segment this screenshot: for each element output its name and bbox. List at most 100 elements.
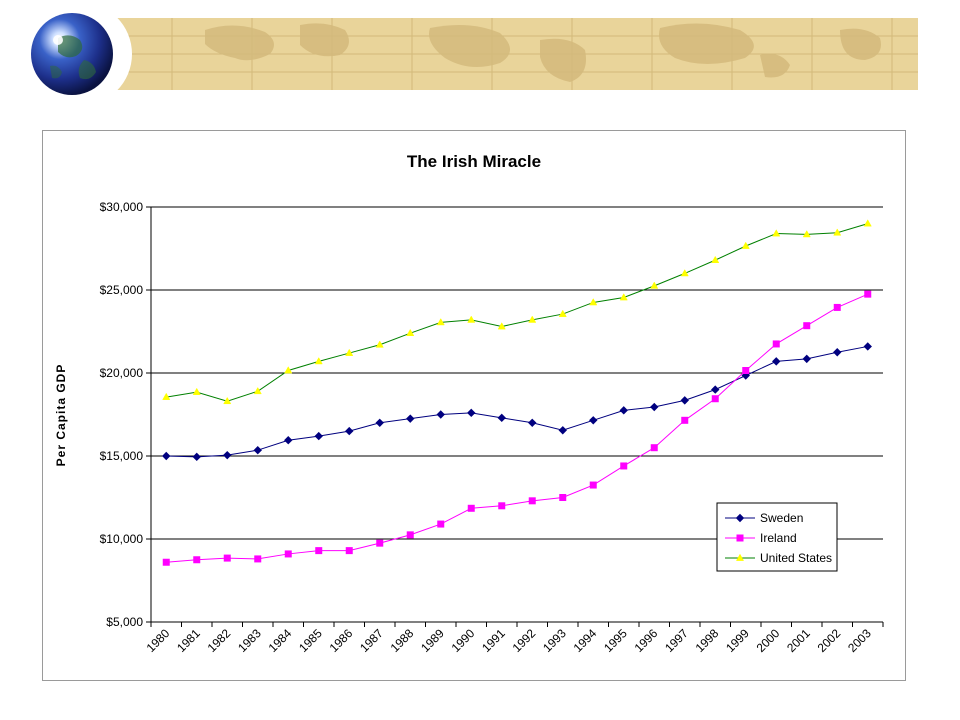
data-point-sweden	[406, 414, 415, 423]
legend-marker-sweden	[735, 513, 745, 523]
series-line-ireland	[166, 293, 868, 563]
data-point-sweden	[650, 402, 659, 412]
x-tick-label: 1980	[144, 626, 173, 655]
y-tick-label: $20,000	[100, 366, 144, 380]
legend-marker-ireland	[736, 534, 744, 542]
data-point-sweden	[375, 418, 384, 428]
slide-banner	[28, 2, 918, 106]
data-point-sweden	[497, 413, 506, 423]
data-point-united-states	[436, 318, 445, 326]
data-point-united-states	[833, 228, 842, 236]
gridlines	[151, 206, 883, 540]
legend-label-ireland: Ireland	[760, 531, 797, 545]
x-tick-label: 1995	[601, 626, 630, 655]
legend-label-sweden: Sweden	[760, 511, 803, 525]
data-point-sweden	[253, 445, 262, 455]
data-point-sweden	[833, 348, 842, 357]
banner-map-land	[205, 23, 881, 82]
series-sweden	[162, 342, 872, 462]
data-point-sweden	[192, 452, 201, 462]
data-point-ireland	[559, 494, 567, 501]
data-point-sweden	[436, 410, 445, 419]
series-line-united-states	[166, 223, 868, 402]
data-point-united-states	[162, 392, 171, 400]
series-lines	[162, 219, 872, 566]
data-point-ireland	[437, 520, 445, 528]
data-point-united-states	[741, 241, 750, 249]
x-tick-label: 1996	[632, 626, 661, 655]
chart-title: The Irish Miracle	[407, 152, 541, 171]
x-tick-label: 1992	[510, 626, 539, 655]
data-point-united-states	[345, 348, 354, 356]
data-point-ireland	[254, 555, 262, 563]
data-point-united-states	[711, 255, 720, 263]
x-tick-labels: 1980 1981 1982 1983 1984 1985 1986 1987 1988 1989…	[144, 626, 875, 655]
x-tick-label: 1989	[418, 626, 447, 655]
line-chart: The Irish Miracle Per Capita GDP $5,000 $…	[54, 152, 884, 655]
data-point-ireland	[681, 416, 689, 424]
x-tick-label: 1984	[266, 626, 295, 655]
y-tick-label: $10,000	[100, 532, 144, 546]
data-point-united-states	[558, 309, 567, 317]
x-tick-label: 1991	[479, 626, 508, 655]
data-point-ireland	[406, 531, 414, 539]
x-tick-label: 1994	[571, 626, 600, 655]
x-tick-label: 2003	[845, 626, 874, 655]
data-point-united-states	[314, 357, 323, 365]
data-point-sweden	[162, 451, 171, 461]
x-tick-label: 1999	[723, 626, 752, 655]
data-point-ireland	[284, 550, 292, 558]
data-point-sweden	[711, 385, 720, 394]
y-tick-label: $30,000	[100, 200, 144, 214]
data-point-united-states	[223, 396, 232, 405]
data-point-united-states	[375, 340, 384, 348]
chart-frame: The Irish Miracle Per Capita GDP $5,000 $…	[42, 130, 906, 681]
data-point-sweden	[467, 408, 476, 418]
axes	[146, 206, 884, 627]
data-point-sweden	[558, 426, 567, 435]
x-tick-label: 1981	[174, 626, 203, 655]
legend-marker-united-states	[735, 553, 745, 561]
data-point-ireland	[315, 547, 323, 555]
y-tick-labels: $5,000 $10,000 $15,000 $20,000 $25,000 $30,00…	[100, 200, 144, 629]
data-point-ireland	[223, 554, 231, 562]
legend: Sweden Ireland United States	[716, 502, 838, 572]
data-point-ireland	[742, 367, 750, 375]
data-point-ireland	[650, 444, 658, 452]
data-point-ireland	[467, 504, 475, 512]
data-point-ireland	[711, 395, 719, 403]
data-point-united-states	[406, 328, 415, 337]
data-point-ireland	[376, 539, 384, 547]
data-point-united-states	[772, 229, 781, 237]
data-point-ireland	[193, 556, 201, 564]
data-point-sweden	[772, 357, 781, 366]
data-point-ireland	[498, 502, 506, 510]
data-point-sweden	[802, 354, 811, 364]
globe-icon	[31, 13, 113, 95]
data-point-united-states	[467, 315, 476, 323]
y-tick-label: $25,000	[100, 283, 144, 297]
y-tick-label: $5,000	[106, 615, 143, 629]
x-tick-label: 1998	[693, 626, 722, 655]
data-point-united-states	[650, 281, 659, 289]
data-point-ireland	[162, 558, 170, 566]
x-tick-label: 1997	[662, 626, 691, 655]
data-point-ireland	[772, 340, 780, 348]
data-point-ireland	[833, 303, 841, 311]
data-point-united-states	[192, 387, 201, 395]
data-point-united-states	[284, 366, 293, 374]
data-point-united-states	[680, 269, 689, 277]
x-tick-label: 2000	[754, 626, 783, 655]
data-point-sweden	[345, 426, 354, 436]
series-united-states	[162, 219, 872, 405]
y-axis-label: Per Capita GDP	[54, 364, 68, 467]
data-point-sweden	[589, 416, 598, 425]
x-tick-label: 1990	[449, 626, 478, 655]
data-point-sweden	[223, 450, 232, 460]
data-point-ireland	[864, 290, 872, 298]
x-tick-label: 2002	[815, 626, 844, 655]
data-point-sweden	[680, 396, 689, 405]
data-point-sweden	[863, 342, 872, 351]
x-tick-label: 1986	[327, 626, 356, 655]
series-ireland	[162, 290, 872, 566]
